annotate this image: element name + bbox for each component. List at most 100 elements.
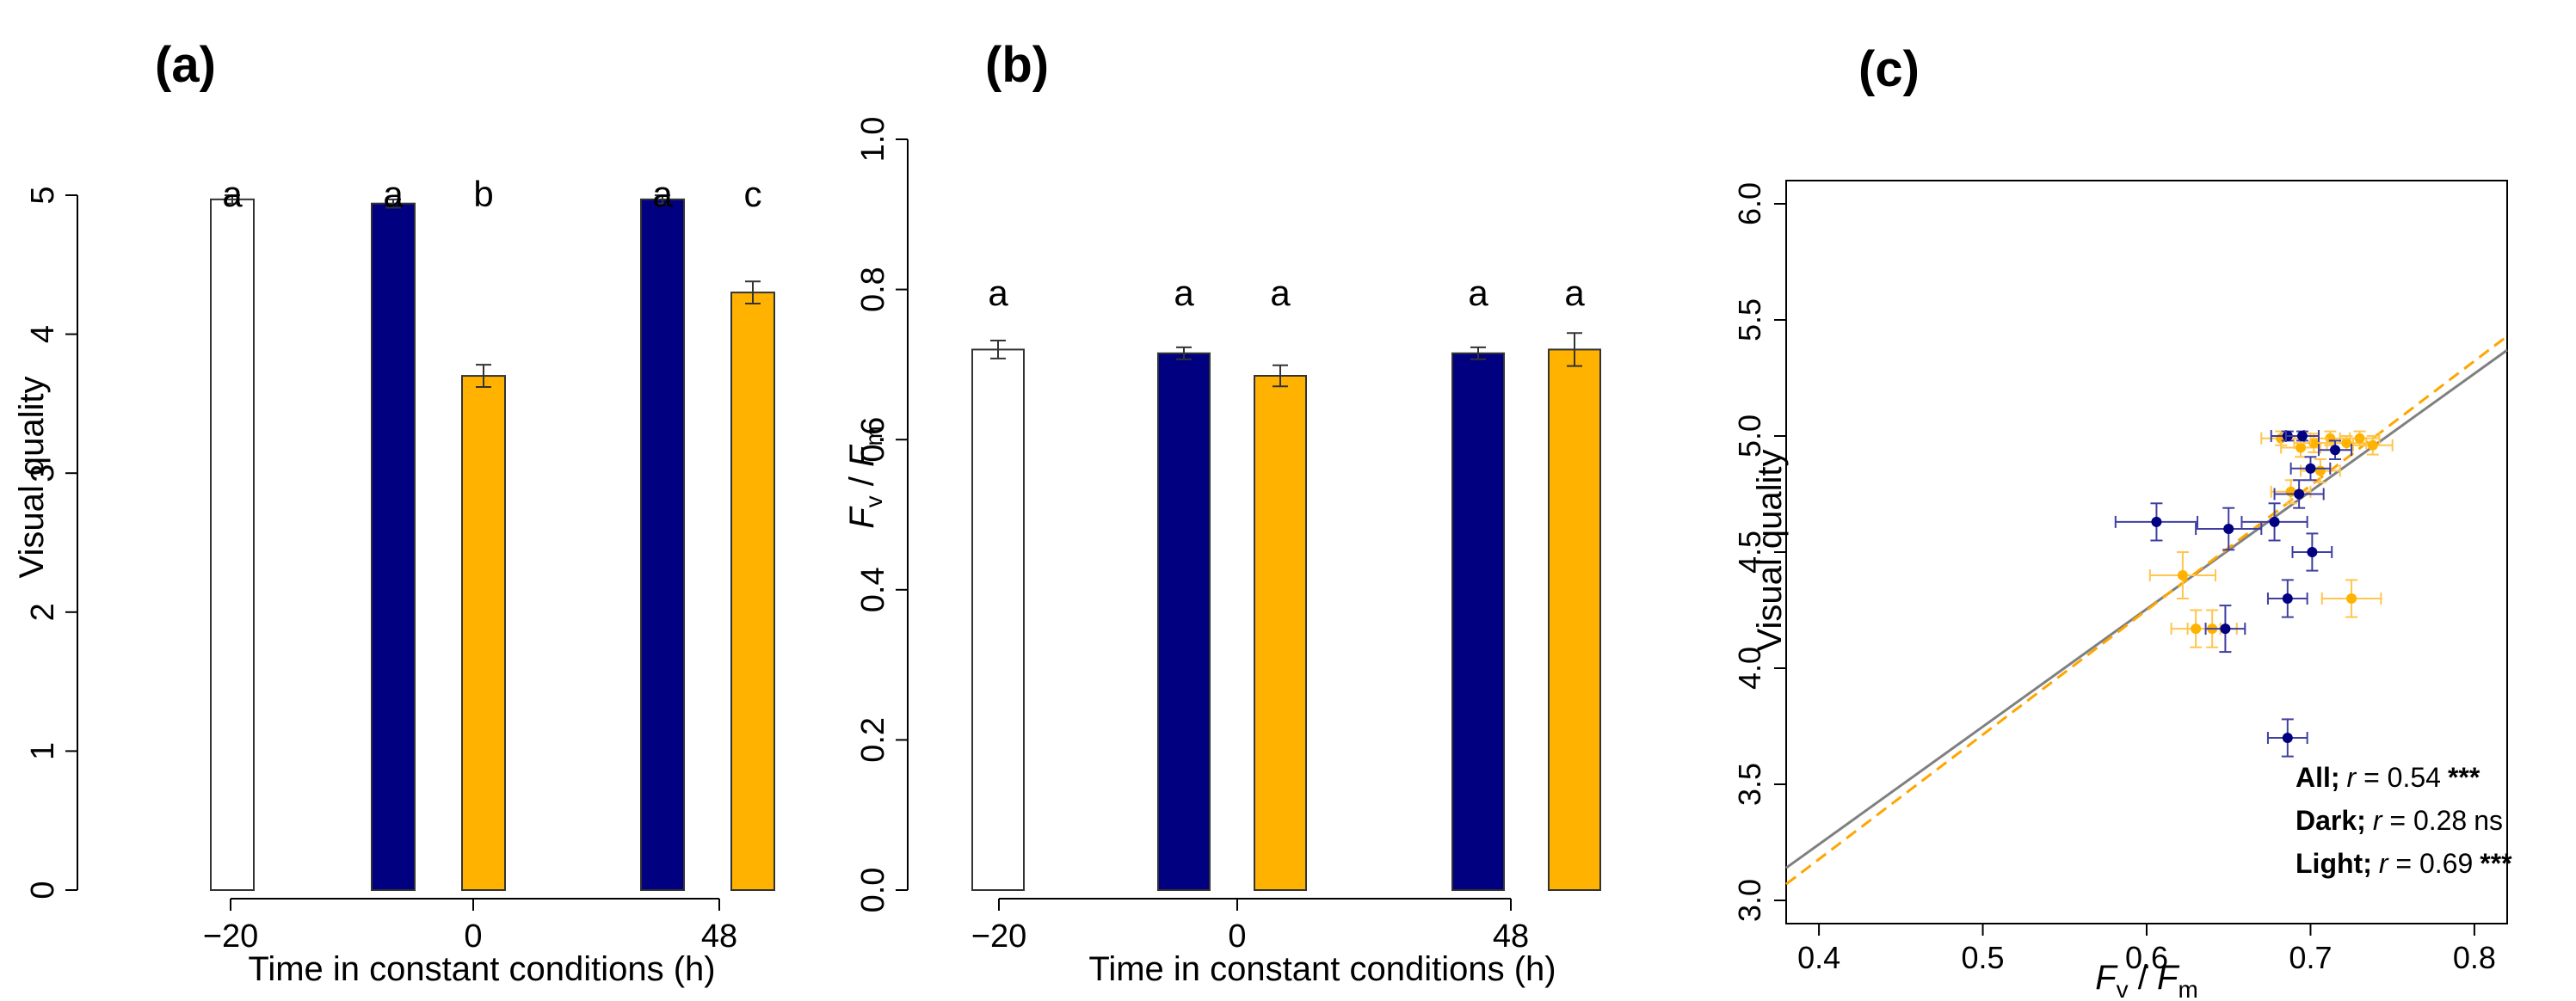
c-point-dark bbox=[2282, 733, 2293, 743]
c-stat-eq: = bbox=[2356, 762, 2387, 793]
panel-b-y-label-sub1: v bbox=[860, 495, 887, 507]
b-significance-letter: a bbox=[1468, 273, 1488, 313]
c-point-light bbox=[2191, 623, 2202, 635]
c-point-light bbox=[2341, 438, 2352, 449]
c-stat-r: r bbox=[2379, 848, 2389, 879]
panel-c-points bbox=[2114, 430, 2394, 758]
c-stat-group: Dark bbox=[2296, 805, 2357, 836]
panel-c-title: (c) bbox=[1858, 41, 1920, 97]
c-stat-eq: = bbox=[2388, 848, 2419, 879]
c-stat-group: Light bbox=[2296, 848, 2363, 879]
b-significance-letter: a bbox=[1270, 273, 1291, 313]
panel-a-y-label: Visual quality bbox=[13, 377, 51, 579]
c-point-light bbox=[2346, 593, 2357, 604]
b-y-tick-label: 0.6 bbox=[855, 417, 891, 463]
a-bar-dark bbox=[640, 198, 685, 891]
c-point-light bbox=[2367, 439, 2378, 451]
a-significance-letter: a bbox=[383, 174, 404, 214]
panel-c-x-axis: 0.4 0.5 0.6 0.7 0.8 bbox=[1797, 924, 2496, 975]
a-y-tick-label: 3 bbox=[25, 464, 61, 482]
panel-c-x-label-sub1: v bbox=[2117, 976, 2129, 1001]
c-y-tick-label: 4.5 bbox=[1732, 531, 1767, 574]
c-point-dark bbox=[2269, 516, 2280, 527]
a-x-tick-label: −20 bbox=[203, 918, 258, 955]
panel-b-y-label-sep: / bbox=[843, 467, 881, 495]
c-x-tick-label: 0.4 bbox=[1797, 940, 1840, 975]
c-point-dark bbox=[2305, 463, 2316, 474]
c-point-dark bbox=[2151, 516, 2162, 527]
a-y-tick-label: 4 bbox=[25, 325, 61, 343]
c-stat-line: All; r = 0.54 *** bbox=[2296, 762, 2480, 793]
b-bar-control bbox=[971, 348, 1025, 891]
c-stat-line: Dark; r = 0.28 ns bbox=[2296, 805, 2503, 836]
c-stat-significance: ns bbox=[2474, 805, 2503, 836]
c-x-tick-label: 0.7 bbox=[2289, 940, 2332, 975]
c-point-light bbox=[2296, 442, 2307, 453]
panel-b-y-axis: 0.0 0.2 0.4 0.6 0.8 1.0 bbox=[855, 117, 909, 913]
panel-a: (a) 0 1 2 3 4 5 a a b a c −20 0 48 Visual quality T… bbox=[13, 37, 775, 988]
a-y-tick-label: 2 bbox=[25, 603, 61, 621]
c-x-tick-label: 0.8 bbox=[2453, 940, 2496, 975]
panel-c-y-label: Visual quality bbox=[1751, 450, 1789, 652]
c-point-dark bbox=[2223, 524, 2234, 534]
c-point-dark bbox=[2282, 593, 2293, 604]
c-stat-sep: ; bbox=[2357, 805, 2366, 836]
c-y-tick-label: 3.5 bbox=[1732, 763, 1767, 806]
b-y-tick-label: 0.8 bbox=[855, 267, 891, 312]
b-y-tick-label: 0.2 bbox=[855, 717, 891, 763]
panel-a-x-label: Time in constant conditions (h) bbox=[248, 950, 715, 988]
a-bar-dark bbox=[371, 202, 416, 892]
panel-b-y-label-f1: F bbox=[843, 506, 881, 529]
c-stat-significance: *** bbox=[2448, 762, 2480, 793]
panel-b-y-label-sub2: m bbox=[860, 426, 887, 445]
a-significance-letter: c bbox=[744, 174, 762, 214]
c-point-dark bbox=[2296, 431, 2308, 441]
c-point-dark bbox=[2294, 488, 2305, 500]
panel-c-fit-lines bbox=[1785, 335, 2508, 886]
c-stat-r-value: 0.28 bbox=[2413, 805, 2467, 836]
c-point-light bbox=[2314, 465, 2326, 476]
panel-c-x-label: Fv / Fm bbox=[2095, 959, 2198, 1001]
b-bar-dark bbox=[1451, 352, 1505, 891]
b-x-tick-label: 0 bbox=[1228, 918, 1246, 955]
panel-b-y-label: Fv / Fm bbox=[843, 426, 887, 529]
panel-c-y-axis: 3.0 3.5 4.0 4.5 5.0 5.5 6.0 bbox=[1732, 182, 1786, 922]
c-point-light bbox=[2177, 570, 2188, 580]
b-y-tick-label: 0.0 bbox=[855, 868, 891, 913]
c-stat-r-value: 0.69 bbox=[2419, 848, 2473, 879]
panel-b-y-label-f2: F bbox=[843, 444, 881, 467]
panel-a-y-axis: 0 1 2 3 4 5 bbox=[25, 186, 78, 900]
panel-c-x-label-sep: / bbox=[2129, 959, 2157, 997]
c-y-tick-label: 3.0 bbox=[1732, 879, 1767, 922]
c-point-dark bbox=[2307, 547, 2318, 557]
b-significance-letter: a bbox=[1564, 273, 1585, 313]
c-fit-line-all bbox=[1785, 348, 2508, 869]
a-y-tick-label: 1 bbox=[25, 742, 61, 760]
a-y-tick-label: 0 bbox=[25, 881, 61, 899]
a-bar-light bbox=[461, 375, 506, 891]
a-significance-letter: a bbox=[652, 174, 673, 214]
b-bar-dark bbox=[1157, 352, 1211, 891]
b-y-tick-label: 1.0 bbox=[855, 117, 891, 163]
panel-c-x-label-f2: F bbox=[2157, 959, 2180, 997]
a-significance-letter: a bbox=[222, 174, 243, 214]
panel-b-title: (b) bbox=[985, 37, 1049, 93]
b-y-tick-label: 0.4 bbox=[855, 567, 891, 612]
panel-b-x-axis: −20 0 48 bbox=[971, 898, 1529, 955]
c-y-tick-label: 5.5 bbox=[1732, 298, 1767, 341]
c-x-tick-label: 0.6 bbox=[2125, 940, 2168, 975]
a-x-tick-label: 0 bbox=[464, 918, 482, 955]
panel-a-title: (a) bbox=[155, 37, 216, 93]
a-bar-light bbox=[730, 292, 775, 891]
c-y-tick-label: 4.0 bbox=[1732, 647, 1767, 690]
panel-c-x-label-sub2: m bbox=[2178, 976, 2197, 1001]
c-point-dark bbox=[2330, 445, 2341, 456]
a-y-tick-label: 5 bbox=[25, 186, 61, 204]
c-stat-sep: ; bbox=[2363, 848, 2372, 879]
panel-b-x-label: Time in constant conditions (h) bbox=[1088, 950, 1556, 988]
panel-a-x-axis: −20 0 48 bbox=[203, 898, 737, 955]
a-bar-control bbox=[210, 198, 255, 891]
